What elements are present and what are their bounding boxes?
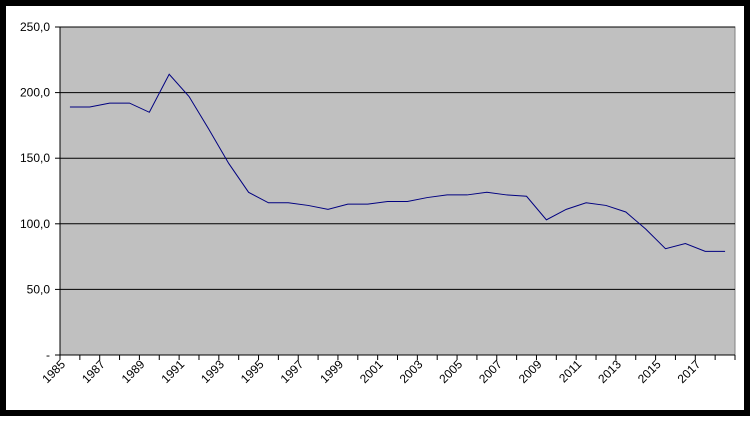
y-tick-label: - xyxy=(46,348,50,362)
y-tick-label: 100,0 xyxy=(20,217,50,231)
data-line xyxy=(69,73,726,252)
y-tick-label: 150,0 xyxy=(20,151,50,165)
y-tick-label: 200,0 xyxy=(20,86,50,100)
y-tick-label: 250,0 xyxy=(20,20,50,34)
plot-area xyxy=(59,26,736,356)
y-tick-label: 50,0 xyxy=(27,282,51,296)
